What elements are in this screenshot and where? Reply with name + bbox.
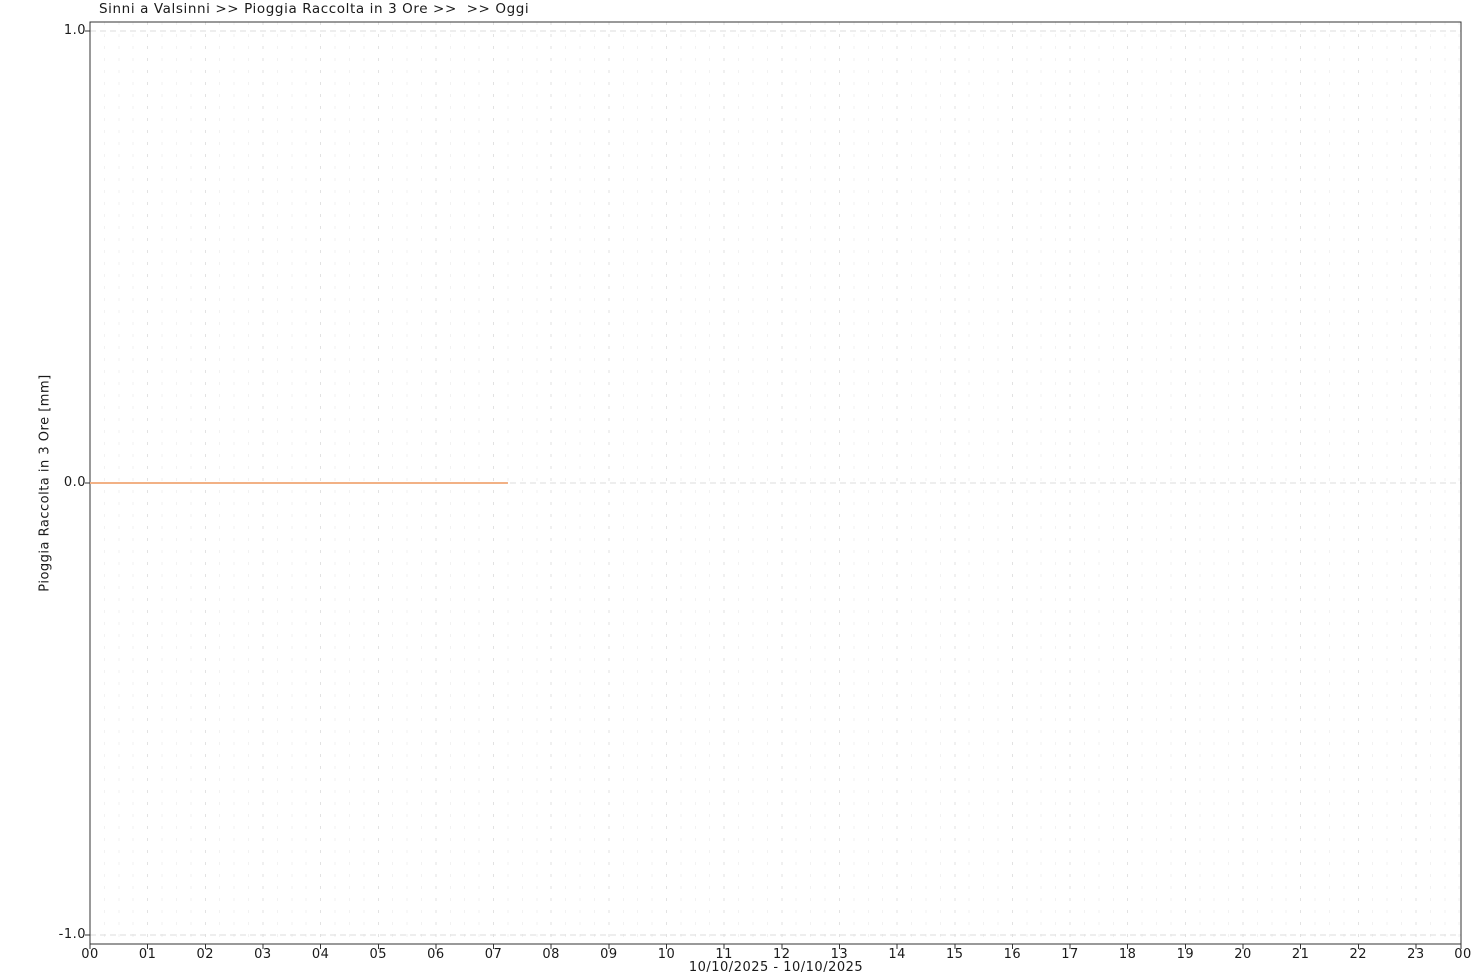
x-tick-label: 02 bbox=[196, 947, 215, 962]
x-axis-date-caption: 10/10/2025 - 10/10/2025 bbox=[688, 960, 864, 975]
y-tick-label: 0.0 bbox=[63, 475, 86, 490]
chart-title: Sinni a Valsinni >> Pioggia Raccolta in … bbox=[99, 1, 530, 17]
x-tick-label: 12 bbox=[773, 947, 791, 962]
x-tick-label: 11 bbox=[715, 947, 733, 962]
x-tick-label: 13 bbox=[830, 947, 849, 962]
x-tick-label: 21 bbox=[1291, 947, 1310, 962]
x-tick-label: 00 bbox=[81, 947, 99, 962]
x-tick-label: 07 bbox=[484, 947, 503, 962]
x-tick-label: 00 bbox=[1454, 947, 1472, 962]
x-tick-label: 19 bbox=[1176, 947, 1195, 962]
x-tick-label: 03 bbox=[254, 947, 272, 962]
x-tick-label: 20 bbox=[1234, 947, 1252, 962]
x-tick-label: 09 bbox=[600, 947, 618, 962]
x-tick-label: 01 bbox=[138, 947, 157, 962]
x-tick-label: 22 bbox=[1349, 947, 1368, 962]
x-tick-label: 14 bbox=[888, 947, 906, 962]
x-tick-label: 17 bbox=[1061, 947, 1079, 962]
x-tick-label: 23 bbox=[1407, 947, 1425, 962]
y-tick-label: -1.0 bbox=[58, 927, 86, 942]
x-tick-label: 16 bbox=[1003, 947, 1022, 962]
y-tick-label: 1.0 bbox=[63, 23, 86, 38]
x-tick-label: 18 bbox=[1118, 947, 1137, 962]
x-tick-label: 15 bbox=[945, 947, 964, 962]
x-tick-label: 06 bbox=[427, 947, 445, 962]
x-tick-label: 04 bbox=[311, 947, 330, 962]
x-tick-label: 10 bbox=[657, 947, 676, 962]
x-tick-label: 05 bbox=[369, 947, 388, 962]
x-tick-label: 08 bbox=[542, 947, 560, 962]
